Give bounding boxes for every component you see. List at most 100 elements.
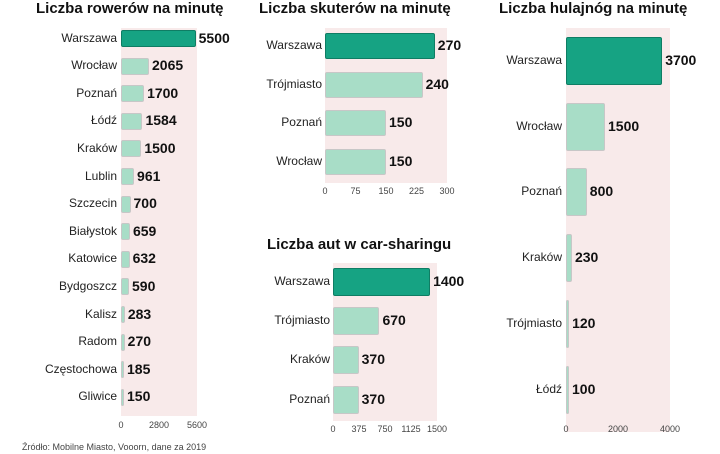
- bar: [121, 30, 196, 47]
- value-label: 590: [132, 277, 156, 294]
- category-label: Radom: [78, 334, 117, 349]
- bar: [121, 168, 135, 185]
- x-tick-label: 750: [377, 424, 393, 434]
- value-label: 1400: [433, 273, 465, 289]
- value-label: 150: [389, 114, 413, 131]
- category-label: Szczecin: [68, 196, 117, 211]
- value-label: 3700: [665, 52, 697, 68]
- category-label: Łódź: [90, 113, 117, 128]
- chart-title: Liczba rowerów na minutę: [36, 0, 224, 17]
- bar: [333, 307, 380, 336]
- bar: [121, 388, 124, 406]
- x-tick-label: 150: [378, 186, 394, 196]
- x-tick-label: 225: [408, 186, 425, 196]
- bar: [566, 168, 587, 217]
- value-label: 800: [589, 183, 614, 200]
- chart-title: Liczba hulajnóg na minutę: [499, 0, 688, 17]
- category-label: Częstochowa: [44, 361, 117, 376]
- category-label: Warszawa: [61, 30, 117, 45]
- bar: [121, 250, 130, 268]
- bar: [566, 234, 572, 283]
- category-label: Kalisz: [84, 306, 117, 321]
- category-label: Warszawa: [506, 53, 562, 67]
- x-tick-label: 75: [350, 186, 361, 196]
- value-label: 1584: [145, 112, 177, 129]
- value-label: 632: [132, 250, 156, 267]
- bar: [121, 306, 125, 323]
- category-label: Katowice: [68, 251, 117, 266]
- category-label: Wrocław: [276, 153, 322, 168]
- value-label: 961: [137, 167, 161, 184]
- value-label: 1500: [608, 117, 640, 134]
- category-label: Poznań: [521, 184, 562, 199]
- x-tick-label: 4000: [659, 424, 681, 434]
- bar: [121, 361, 124, 379]
- bar: [566, 102, 605, 151]
- category-label: Trójmiasto: [506, 315, 562, 330]
- x-tick-label: 0: [330, 424, 336, 434]
- category-label: Poznań: [76, 85, 117, 100]
- value-label: 150: [127, 388, 151, 405]
- category-label: Kraków: [289, 352, 330, 367]
- bar: [121, 57, 150, 75]
- bar: [566, 37, 663, 85]
- value-label: 1700: [147, 84, 179, 101]
- chart-title: Liczba aut w car-sharingu: [267, 236, 452, 253]
- bar: [121, 333, 125, 351]
- bar: [333, 346, 359, 375]
- value-label: 5500: [198, 29, 230, 46]
- value-label: 1500: [144, 139, 176, 156]
- value-label: 230: [574, 249, 599, 266]
- category-label: Lublin: [84, 168, 117, 183]
- chart-title: Liczba skuterów na minutę: [259, 0, 451, 17]
- category-label: Warszawa: [266, 38, 322, 52]
- x-tick-label: 0: [118, 420, 124, 430]
- bar: [121, 85, 145, 103]
- bar: [325, 33, 435, 59]
- x-tick-label: 1500: [426, 424, 448, 434]
- bar: [566, 365, 569, 414]
- category-label: Kraków: [76, 140, 117, 155]
- category-label: Gliwice: [78, 389, 117, 404]
- x-tick-label: 1125: [401, 424, 421, 434]
- bar: [121, 140, 142, 158]
- category-label: Wrocław: [516, 118, 562, 133]
- bar: [121, 278, 129, 296]
- bar: [325, 148, 386, 175]
- category-label: Trójmiasto: [266, 76, 322, 91]
- x-tick-label: 375: [351, 424, 367, 434]
- x-tick-label: 0: [322, 186, 328, 196]
- value-label: 370: [361, 390, 385, 407]
- value-label: 700: [133, 195, 157, 212]
- category-label: Białystok: [68, 223, 117, 238]
- plot-background: [566, 28, 670, 432]
- category-label: Kraków: [521, 250, 562, 265]
- value-label: 2065: [152, 57, 184, 74]
- category-label: Bydgoszcz: [58, 278, 117, 293]
- value-label: 283: [127, 305, 152, 322]
- value-label: 370: [361, 351, 385, 368]
- bar: [333, 268, 431, 296]
- value-label: 270: [127, 333, 152, 350]
- x-tick-label: 0: [563, 424, 569, 434]
- category-label: Poznań: [281, 115, 322, 130]
- value-label: 185: [127, 360, 151, 377]
- bar: [325, 110, 386, 137]
- value-label: 240: [425, 75, 449, 92]
- value-label: 270: [437, 37, 462, 53]
- category-label: Wrocław: [71, 58, 117, 73]
- value-label: 670: [382, 312, 406, 329]
- bar: [333, 385, 359, 414]
- value-label: 120: [572, 314, 596, 331]
- x-tick-label: 2000: [607, 424, 629, 434]
- category-label: Łódź: [535, 381, 562, 396]
- bar: [121, 223, 130, 241]
- category-label: Poznań: [289, 391, 330, 406]
- bar: [566, 299, 570, 348]
- bar: [121, 112, 143, 130]
- value-label: 100: [572, 380, 596, 397]
- value-label: 659: [132, 222, 157, 239]
- category-label: Trójmiasto: [274, 313, 330, 328]
- value-label: 150: [389, 152, 413, 169]
